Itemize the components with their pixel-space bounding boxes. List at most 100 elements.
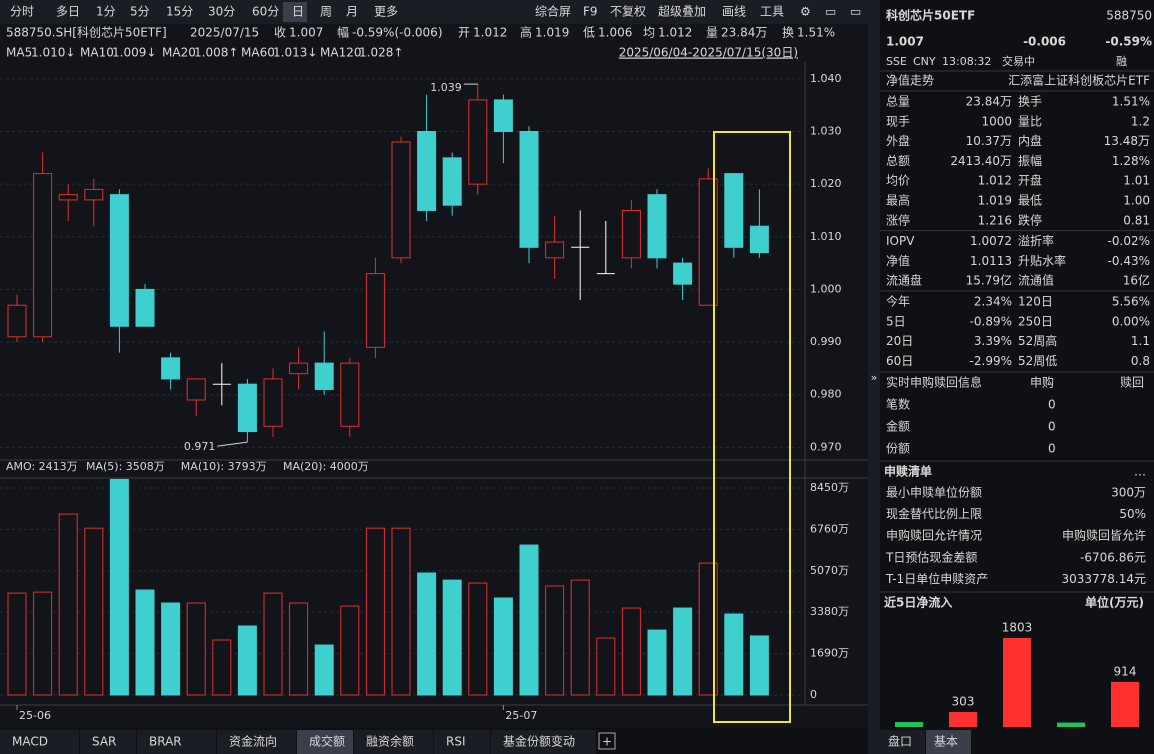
period-tab[interactable]: 5分 xyxy=(130,5,150,19)
candle-body xyxy=(109,194,129,327)
period-tab[interactable]: 分时 xyxy=(10,5,34,19)
x-tick-label: 25-07 xyxy=(505,709,537,722)
tool-button[interactable]: 工具 xyxy=(760,5,784,19)
stat-label: 均价 xyxy=(886,174,910,188)
period-tab[interactable]: 1分 xyxy=(96,5,116,19)
stat-label: 换手 xyxy=(1018,95,1042,109)
ma-label: MA5 xyxy=(6,46,32,60)
stat-label: 量比 xyxy=(1018,114,1042,128)
volume-bar xyxy=(749,635,769,696)
collapse-bar[interactable] xyxy=(868,0,880,754)
volume-bar xyxy=(519,544,539,696)
period-tab[interactable]: 多日 xyxy=(56,5,80,19)
tab[interactable] xyxy=(80,730,136,754)
collapse-icon[interactable]: » xyxy=(871,371,878,384)
candle-body xyxy=(749,225,769,254)
period-tab[interactable]: 周 xyxy=(320,5,332,19)
candle-body xyxy=(519,130,539,248)
candle-body xyxy=(545,241,565,259)
ma-value: 1.008↑ xyxy=(194,46,238,60)
ma-value: 1.013↓ xyxy=(273,46,317,60)
stat-label: 52周高 xyxy=(1018,333,1057,348)
tab[interactable] xyxy=(297,730,353,754)
period-tab[interactable]: 60分 xyxy=(252,5,279,19)
info-value: 1.51% xyxy=(797,26,835,40)
volume-bar xyxy=(724,613,744,696)
stat-label: 52周低 xyxy=(1018,354,1057,368)
flow-label: 303 xyxy=(952,695,975,709)
more-icon[interactable]: … xyxy=(1134,465,1146,479)
window-icon[interactable]: ▭ xyxy=(825,5,836,19)
tab-label[interactable]: 成交额 xyxy=(309,734,345,749)
tool-button[interactable]: 超级叠加 xyxy=(658,4,706,19)
volume-bar xyxy=(545,585,565,696)
tool-button[interactable]: 不复权 xyxy=(610,5,646,19)
panel-tab[interactable] xyxy=(926,730,971,754)
change: -0.006 xyxy=(1023,35,1066,49)
row-label: 现金替代比例上限 xyxy=(886,506,982,521)
volume-bar xyxy=(161,602,181,696)
tab-label[interactable]: 基金份额变动 xyxy=(503,734,575,749)
y-tick-label: 1690万 xyxy=(810,647,849,660)
tab[interactable] xyxy=(434,730,490,754)
panel-tab-label[interactable]: 盘口 xyxy=(888,734,912,749)
tool-button[interactable]: 画线 xyxy=(722,5,746,19)
stat-label: 60日 xyxy=(886,354,913,368)
stat-label: 20日 xyxy=(886,334,913,348)
tab-label[interactable]: RSI xyxy=(446,735,466,749)
stat-label: 溢折率 xyxy=(1018,233,1054,248)
tab-label[interactable]: 资金流向 xyxy=(229,734,277,749)
flow-bar xyxy=(1057,722,1085,727)
stat-label: 外盘 xyxy=(886,133,910,148)
stat-value: 1.28% xyxy=(1112,154,1150,168)
volume-bar xyxy=(596,637,616,696)
tool-button[interactable]: 综合屏 xyxy=(535,4,571,19)
candle-body xyxy=(314,362,334,390)
close-icon[interactable]: ▭ xyxy=(850,5,861,19)
tab-label[interactable]: MACD xyxy=(12,735,48,749)
ma-label: MA20 xyxy=(162,46,196,60)
candle-body xyxy=(621,209,641,259)
row-value: 0 xyxy=(1048,398,1056,412)
period-tab[interactable]: 月 xyxy=(346,5,358,19)
stat-label: 跌停 xyxy=(1018,212,1042,227)
period-tab[interactable]: 更多 xyxy=(374,5,398,19)
stat-label: 振幅 xyxy=(1018,153,1042,168)
add-tab[interactable] xyxy=(598,732,616,750)
tab[interactable] xyxy=(0,730,79,754)
volume-bar xyxy=(468,582,488,696)
panel-tab-label[interactable]: 基本 xyxy=(934,735,958,749)
stat-value: 15.79亿 xyxy=(966,273,1012,288)
change-pct: -0.59% xyxy=(1105,35,1152,49)
price-annotation: 0.971 xyxy=(184,440,216,453)
volume-bar xyxy=(58,513,78,696)
volume-legend: AMO: 2413万 xyxy=(6,460,78,473)
section-title: 净值走势 xyxy=(886,73,934,88)
tab[interactable] xyxy=(491,730,596,754)
stat-label: 流通值 xyxy=(1018,273,1054,288)
tool-button[interactable]: F9 xyxy=(583,5,598,19)
stat-value: 1.1 xyxy=(1131,334,1150,348)
period-tab[interactable]: 15分 xyxy=(166,5,193,19)
settings-icon[interactable]: ⚙ xyxy=(800,5,811,19)
stat-value: 1.019 xyxy=(978,194,1012,208)
y-tick-label: 6760万 xyxy=(810,522,849,535)
tab[interactable] xyxy=(217,730,296,754)
period-tab[interactable]: 日 xyxy=(292,5,304,19)
tab-label[interactable]: BRAR xyxy=(149,735,182,749)
tab[interactable] xyxy=(354,730,433,754)
period-tab[interactable]: 30分 xyxy=(208,5,235,19)
candle-body xyxy=(391,141,411,259)
quote-meta: 13:08:32 xyxy=(942,55,991,68)
panel-tab[interactable] xyxy=(880,730,925,754)
info-value: 23.84万 xyxy=(721,26,767,40)
tab-label[interactable]: 融资余额 xyxy=(366,734,414,749)
tab[interactable] xyxy=(137,730,216,754)
stat-value: 1000 xyxy=(981,114,1012,128)
ma-value: 1.010↓ xyxy=(31,46,75,60)
flow-bar xyxy=(1111,681,1139,727)
add-tab-icon[interactable]: + xyxy=(602,735,612,749)
toolbar xyxy=(0,0,868,24)
row-label: 最小申赎单位份额 xyxy=(886,485,982,500)
tab-label[interactable]: SAR xyxy=(92,735,116,749)
